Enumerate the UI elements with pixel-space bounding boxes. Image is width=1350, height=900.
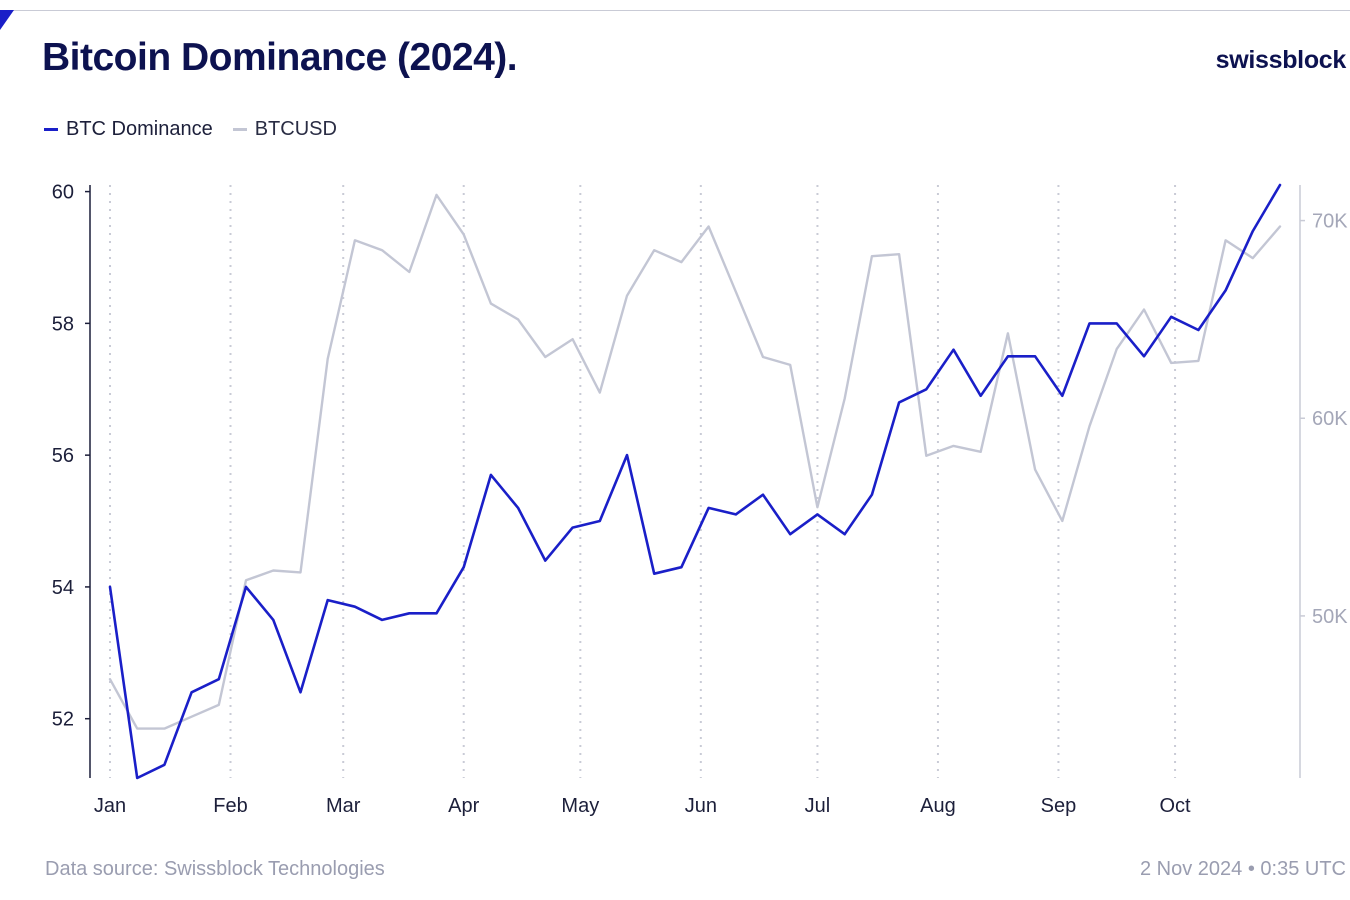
legend-item-btcusd[interactable]: BTCUSD xyxy=(232,118,337,141)
left-tick-label-60: 60 xyxy=(52,182,74,204)
x-tick-label-mar: Mar xyxy=(326,795,361,817)
data-source-note: Data source: Swissblock Technologies xyxy=(45,858,385,880)
legend-item-dominance[interactable]: BTC Dominance xyxy=(44,118,213,141)
x-tick-label-sep: Sep xyxy=(1041,795,1077,817)
x-tick-label-apr: Apr xyxy=(448,795,479,817)
page-title: Bitcoin Dominance (2024). xyxy=(42,36,518,79)
right-tick-label-60K: 60K xyxy=(1312,408,1348,430)
x-tick-label-may: May xyxy=(561,795,599,817)
legend-label-btcusd: BTCUSD xyxy=(254,118,337,140)
right-tick-label-70K: 70K xyxy=(1312,211,1348,233)
month-gridlines xyxy=(109,185,1177,778)
corner-accent xyxy=(0,10,14,30)
x-tick-label-jul: Jul xyxy=(805,795,831,817)
chart-series xyxy=(108,183,1282,780)
legend-swatch-btcusd xyxy=(232,128,247,131)
chart-axes: Jan Feb Mar Apr May Jun Jul Aug Sep Oct 52 54 56 58 60… xyxy=(52,182,1348,817)
series-line-btc-dominance xyxy=(108,183,1282,780)
timestamp: 2 Nov 2024 • 0:35 UTC xyxy=(1140,858,1346,880)
top-rule xyxy=(0,10,1350,11)
x-tick-label-feb: Feb xyxy=(213,795,247,817)
x-tick-label-jan: Jan xyxy=(94,795,126,817)
series-line-btcusd xyxy=(108,193,1282,730)
legend-label-dominance: BTC Dominance xyxy=(66,118,213,140)
x-tick-label-jun: Jun xyxy=(685,795,717,817)
left-tick-label-52: 52 xyxy=(52,709,74,731)
legend-swatch-dominance xyxy=(44,128,58,131)
brand-logo: swissblock xyxy=(1215,46,1347,74)
x-tick-label-oct: Oct xyxy=(1159,795,1191,817)
left-tick-label-54: 54 xyxy=(52,577,74,599)
x-tick-label-aug: Aug xyxy=(920,795,956,817)
right-tick-label-50K: 50K xyxy=(1312,606,1348,628)
left-tick-label-58: 58 xyxy=(52,313,74,335)
left-tick-label-56: 56 xyxy=(52,445,74,467)
chart-legend: BTC Dominance BTCUSD xyxy=(44,118,357,141)
